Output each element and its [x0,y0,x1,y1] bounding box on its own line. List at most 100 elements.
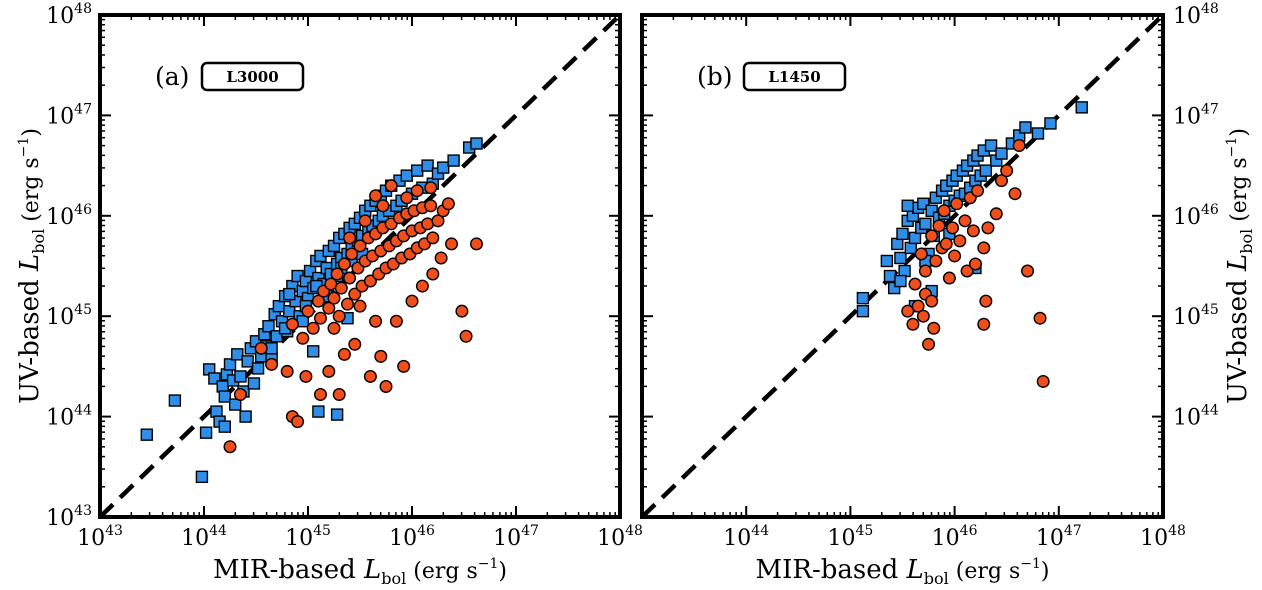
data-point-circle [322,301,336,315]
data-point-circle [908,277,922,291]
data-point-circle [223,440,237,454]
data-point-square [312,405,325,418]
y-tick-label: 1045 [1173,302,1219,330]
data-point-circle [1012,139,1026,153]
data-point-circle [1008,187,1022,201]
data-point-circle [942,271,956,285]
data-point-circle [341,297,355,311]
y-tick-label: 1044 [46,403,92,431]
data-point-circle [918,264,932,278]
data-point-circle [977,241,991,255]
data-point-circle [925,229,939,243]
data-point-circle [301,304,315,318]
data-point-circle [296,331,310,345]
data-point-circle [469,237,483,251]
data-point-circle [927,321,941,335]
red-circle-series [901,139,1050,388]
panel-tag: L1450 [768,68,820,86]
data-point-square [883,269,897,283]
y-tick-label: 1048 [46,1,92,29]
data-point-square [241,355,254,368]
x-tick-label: 1046 [389,523,435,551]
data-point-circle [376,199,390,213]
data-point-square [218,390,232,403]
data-point-circle [424,199,438,213]
data-point-square [239,410,252,423]
data-point-circle [958,214,972,228]
data-point-circle [369,189,383,203]
panel-label: (b) [697,62,733,91]
data-point-circle [445,237,459,251]
data-point-square [223,358,237,371]
data-point-circle [363,369,377,383]
data-point-square [234,370,247,383]
data-point-square [1019,121,1032,134]
x-tick-label: 1044 [181,523,227,551]
data-point-square [995,147,1008,160]
red-circle-series [223,179,483,454]
data-point-circle [397,359,411,373]
data-point-circle [348,337,362,351]
data-point-circle [405,294,419,308]
data-point-square [437,161,450,174]
data-point-circle [426,231,440,245]
data-point-circle [313,388,327,402]
data-point-circle [916,309,930,323]
data-point-square [251,362,265,375]
data-point-circle [977,317,991,331]
panel-tag: L3000 [226,68,278,86]
data-point-square [470,137,483,150]
data-point-circle [932,219,946,233]
data-point-circle [911,299,925,313]
x-tick-label: 1047 [1036,523,1082,551]
data-point-circle [929,254,943,268]
data-point-circle [363,274,377,288]
data-point-square [856,304,870,318]
data-point-circle [337,257,351,271]
data-point-circle [358,214,372,228]
data-point-square [411,164,424,177]
data-point-circle [989,207,1003,221]
data-point-circle [389,314,403,328]
data-point-circle [906,317,920,331]
y-tick-label: 1047 [46,101,92,129]
x-tick-label: 1045 [285,523,331,551]
x-tick-label: 1046 [932,523,978,551]
data-point-square [228,398,242,411]
data-point-circle [348,287,362,301]
data-point-square [979,164,993,177]
data-point-circle [925,294,939,308]
panel-label: (a) [155,62,189,91]
data-point-square [247,377,261,390]
data-point-circle [455,304,469,318]
x-tick-label: 1044 [723,523,769,551]
data-point-circle [1036,374,1050,388]
y-tick-label: 1046 [1173,202,1219,230]
panel-tag-box [200,61,305,92]
data-point-square [447,154,460,167]
data-point-square [919,217,932,231]
y-tick-label: 1045 [46,302,92,330]
data-point-circle [353,239,367,253]
data-point-square [303,264,317,278]
data-point-square [1075,101,1088,114]
data-point-circle [901,304,915,318]
data-point-circle [968,257,982,271]
data-point-square [400,169,413,182]
data-point-circle [424,181,438,195]
data-point-circle [431,214,445,228]
data-point-circle [981,221,995,235]
data-point-circle [960,264,974,278]
data-point-square [880,254,894,268]
data-point-circle [948,249,962,263]
data-point-circle [369,314,383,328]
data-point-square [984,139,998,152]
panel-b: 1044 1045 1046 1047 1048 1044 1045 1046 1047 1048… [640,1,1256,588]
data-point-circle [914,247,928,261]
data-point-circle [332,388,346,402]
y-tick-label: 1047 [1173,101,1219,129]
data-point-circle [1021,264,1035,278]
data-point-circle [1033,311,1047,325]
data-point-circle [254,341,268,355]
